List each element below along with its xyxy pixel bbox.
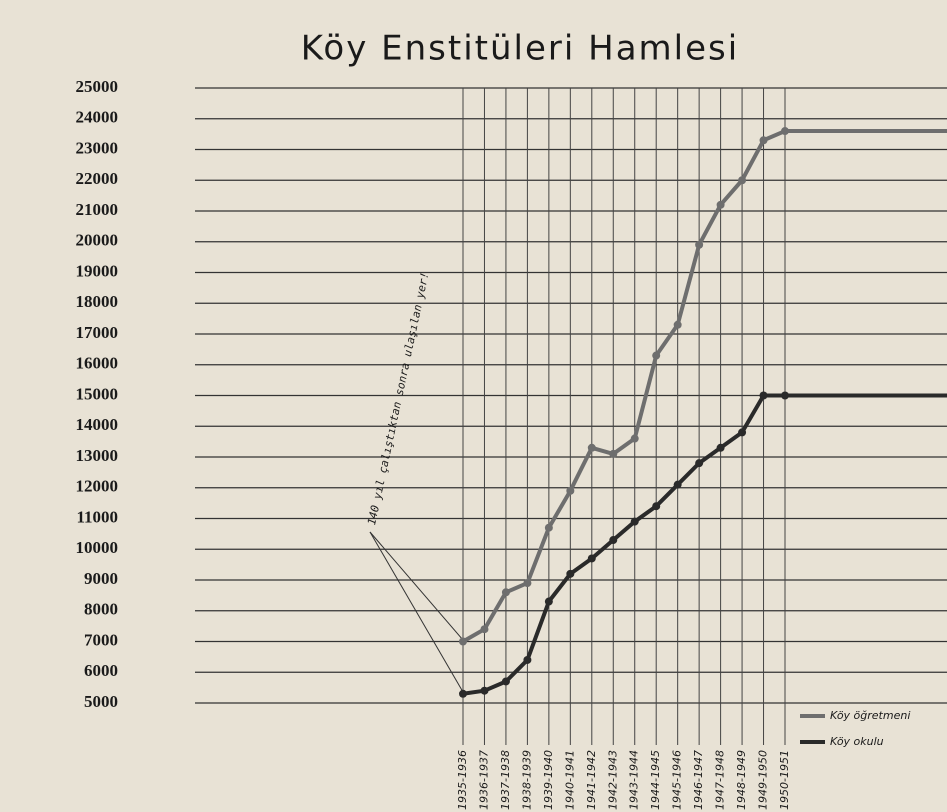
y-tick-label: 18000 (76, 292, 119, 311)
y-tick-label: 10000 (76, 538, 119, 557)
y-tick-label: 23000 (76, 138, 119, 157)
y-tick-label: 9000 (84, 569, 118, 588)
y-tick-label: 7000 (84, 630, 118, 649)
data-point (652, 352, 660, 360)
data-point (480, 625, 488, 633)
y-tick-label: 8000 (84, 600, 118, 619)
x-tick-label: 1936-1937 (477, 750, 490, 810)
data-point (480, 687, 488, 695)
data-point (502, 677, 510, 685)
data-point (545, 598, 553, 606)
data-point (760, 392, 768, 400)
data-point (609, 536, 617, 544)
y-tick-label: 14000 (76, 415, 119, 434)
y-tick-label: 5000 (84, 692, 118, 711)
data-point (566, 570, 574, 578)
y-tick-label: 16000 (76, 354, 119, 373)
data-point (523, 656, 531, 664)
data-point (695, 459, 703, 467)
x-tick-label: 1941-1942 (585, 750, 598, 810)
y-tick-label: 17000 (76, 323, 119, 342)
page: {"chart_data": {"type": "line", "title":… (0, 0, 947, 812)
y-tick-label: 15000 (76, 384, 119, 403)
x-tick-label: 1948-1949 (735, 750, 748, 810)
data-point (523, 579, 531, 587)
data-point (760, 136, 768, 144)
x-tick-label: 1940-1941 (563, 750, 576, 810)
legend-label: Köy okulu (830, 735, 884, 748)
legend-label: Köy öğretmeni (830, 709, 910, 722)
data-point (631, 518, 639, 526)
data-point (717, 201, 725, 209)
data-point (566, 487, 574, 495)
data-point (717, 444, 725, 452)
x-tick-label: 1943-1944 (628, 750, 641, 810)
x-tick-label: 1944-1945 (649, 750, 662, 810)
y-tick-label: 19000 (76, 261, 119, 280)
x-tick-label: 1946-1947 (692, 750, 705, 810)
y-tick-label: 13000 (76, 446, 119, 465)
y-tick-label: 25000 (76, 77, 119, 96)
x-tick-label: 1937-1938 (499, 750, 512, 810)
data-point (738, 428, 746, 436)
data-point (738, 176, 746, 184)
data-point (459, 638, 467, 646)
data-point (588, 554, 596, 562)
x-tick-label: 1939-1940 (542, 750, 555, 810)
x-tick-label: 1950-1951 (778, 750, 791, 810)
y-tick-label: 20000 (76, 231, 119, 250)
data-point (609, 450, 617, 458)
data-point (781, 392, 789, 400)
data-point (631, 435, 639, 443)
y-tick-label: 11000 (76, 507, 118, 526)
series-line (463, 396, 785, 694)
x-tick-label: 1949-1950 (757, 750, 770, 810)
data-point (695, 241, 703, 249)
annotation-pointer (370, 532, 463, 692)
y-tick-label: 22000 (76, 169, 119, 188)
annotation-pointer (370, 532, 463, 640)
x-tick-label: 1938-1939 (520, 750, 533, 810)
chart: Köy Enstitüleri Hamlesi 5000 6000 7000 8000… (0, 0, 947, 812)
data-point (674, 321, 682, 329)
data-point (588, 444, 596, 452)
data-point (652, 502, 660, 510)
series-line (463, 131, 785, 641)
x-tick-label: 1942-1943 (606, 750, 619, 810)
x-tick-label: 1945-1946 (671, 750, 684, 810)
chart-title: Köy Enstitüleri Hamlesi (301, 29, 739, 69)
data-point (545, 524, 553, 532)
data-point (674, 481, 682, 489)
y-tick-label: 12000 (76, 477, 119, 496)
data-point (781, 127, 789, 135)
data-point (459, 690, 467, 698)
x-tick-label: 1947-1948 (714, 750, 727, 810)
y-tick-label: 21000 (76, 200, 119, 219)
y-tick-label: 6000 (84, 661, 118, 680)
x-tick-label: 1935-1936 (456, 750, 469, 810)
data-point (502, 588, 510, 596)
y-tick-label: 24000 (76, 108, 119, 127)
